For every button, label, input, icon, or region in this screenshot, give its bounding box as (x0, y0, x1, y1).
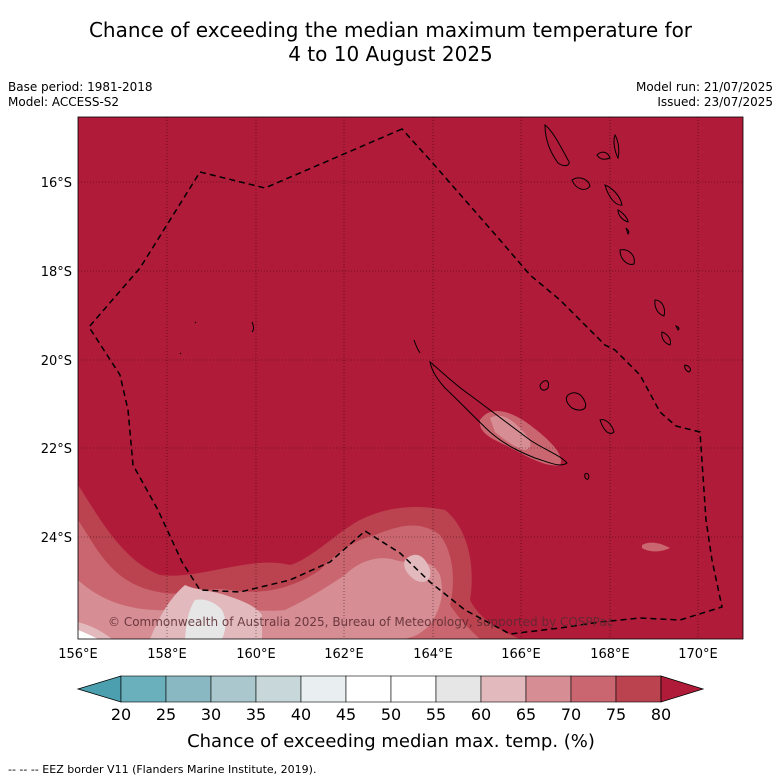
colorbar-segment (480, 675, 527, 703)
colorbar-segment (615, 675, 662, 703)
colorbar-tick-label: 30 (201, 705, 221, 724)
colorbar-tick-label: 70 (561, 705, 581, 724)
x-tick-label: 168°E (590, 647, 630, 662)
x-tick-label: 162°E (324, 647, 364, 662)
meta-left: Base period: 1981-2018 Model: ACCESS-S2 (8, 80, 153, 110)
title-line-1: Chance of exceeding the median maximum t… (88, 18, 693, 42)
issued-date: Issued: 23/07/2025 (657, 95, 773, 109)
copyright-text: © Commonwealth of Australia 2025, Bureau… (108, 615, 613, 629)
x-tick-label: 164°E (413, 647, 453, 662)
colorbar-segment (525, 675, 572, 703)
colorbar-segment (435, 675, 482, 703)
y-tick-label: 16°S (41, 176, 72, 191)
y-tick-label: 20°S (41, 354, 72, 369)
x-tick-label: 166°E (501, 647, 541, 662)
colorbar-segment (255, 675, 302, 703)
colorbar (76, 675, 705, 703)
colorbar-tick-label: 65 (516, 705, 536, 724)
model-run: Model run: 21/07/2025 (635, 80, 773, 94)
small-islands (179, 321, 254, 355)
colorbar-tick-label: 55 (426, 705, 446, 724)
eez-footer-note: -- -- -- EEZ border V11 (Flanders Marine… (8, 763, 317, 776)
x-axis-labels: 156°E 158°E 160°E 162°E 164°E 166°E 168°… (58, 647, 718, 662)
map-frame (77, 116, 744, 640)
x-tick-label: 156°E (58, 647, 98, 662)
colorbar-tick-label: 50 (381, 705, 401, 724)
y-tick-label: 24°S (41, 531, 72, 546)
colorbar-extend-high (660, 675, 705, 703)
colorbar-segment (570, 675, 617, 703)
colorbar-segment (390, 675, 437, 703)
colorbar-segment (300, 675, 347, 703)
colorbar-segment (165, 675, 212, 703)
colorbar-tick-label: 25 (156, 705, 176, 724)
model-name: Model: ACCESS-S2 (8, 95, 120, 109)
colorbar-labels: 20 25 30 35 40 45 50 55 60 65 70 75 80 (111, 705, 671, 724)
colorbar-tick-label: 45 (336, 705, 356, 724)
colorbar-segment (345, 675, 392, 703)
y-axis-labels: 16°S 18°S 20°S 22°S 24°S (41, 176, 72, 546)
vanuatu-coast (544, 124, 691, 373)
contour-layer (78, 410, 670, 639)
colorbar-segment (120, 675, 167, 703)
x-tick-label: 158°E (147, 647, 187, 662)
x-tick-label: 160°E (236, 647, 276, 662)
new-caledonia-coast (429, 360, 568, 466)
map-title: Chance of exceeding the median maximum t… (0, 18, 781, 66)
title-line-2: 4 to 10 August 2025 (288, 42, 493, 66)
y-tick-label: 22°S (41, 442, 72, 457)
y-tick-label: 18°S (41, 265, 72, 280)
gridlines (78, 117, 743, 639)
colorbar-tick-label: 80 (651, 705, 671, 724)
colorbar-tick-label: 40 (291, 705, 311, 724)
x-tick-label: 170°E (678, 647, 718, 662)
base-period: Base period: 1981-2018 (8, 80, 153, 94)
colorbar-tick-label: 60 (471, 705, 491, 724)
colorbar-title: Chance of exceeding median max. temp. (%… (187, 731, 595, 752)
colorbar-tick-label: 75 (606, 705, 626, 724)
colorbar-tick-label: 35 (246, 705, 266, 724)
colorbar-segment (210, 675, 257, 703)
meta-right: Model run: 21/07/2025 Issued: 23/07/2025 (636, 80, 773, 110)
colorbar-tick-label: 20 (111, 705, 131, 724)
colorbar-extend-low (76, 675, 122, 703)
